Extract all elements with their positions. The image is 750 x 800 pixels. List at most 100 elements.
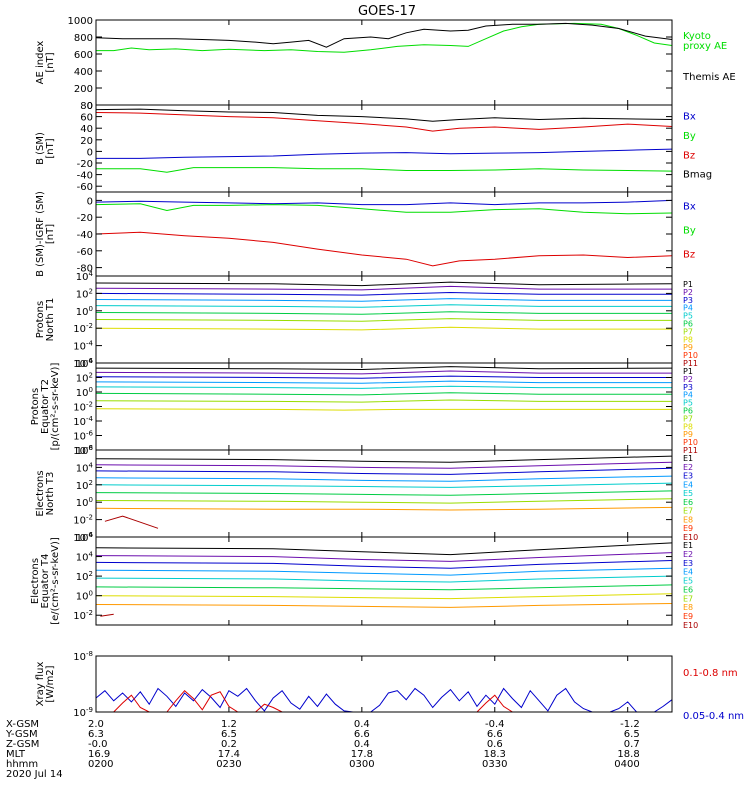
x-row-value: 0400 bbox=[614, 759, 639, 770]
x-row-value: -1.2 bbox=[620, 719, 640, 730]
legend-label: P1 bbox=[683, 280, 693, 289]
x-row-value: -0.4 bbox=[485, 719, 505, 730]
series-line-4 bbox=[96, 567, 672, 576]
legend-label: Bx bbox=[683, 112, 696, 123]
y-tick-label: -20 bbox=[77, 159, 93, 170]
legend-label: E10 bbox=[683, 621, 698, 630]
series-line-3 bbox=[96, 467, 672, 475]
legend-label: P8 bbox=[683, 422, 693, 431]
y-tick-label: 10-2 bbox=[73, 609, 93, 622]
y-tick-label: 102 bbox=[76, 372, 93, 385]
series-line-3 bbox=[96, 375, 672, 379]
series-line-2 bbox=[96, 461, 672, 469]
panel-frame bbox=[95, 362, 673, 451]
legend-label: P5 bbox=[683, 312, 693, 321]
series-line-3 bbox=[96, 560, 672, 569]
legend-label: E10 bbox=[683, 533, 698, 542]
y-tick-label: 20 bbox=[80, 136, 93, 147]
series-line-4 bbox=[96, 167, 672, 173]
series-line-2 bbox=[96, 370, 672, 375]
legend-label: P6 bbox=[683, 320, 693, 329]
legend-label: P7 bbox=[683, 414, 693, 423]
y-axis-label: North T3 bbox=[45, 472, 56, 516]
series-line-4 bbox=[96, 298, 672, 302]
legend-label: E7 bbox=[683, 507, 693, 516]
y-tick-label: 10-9 bbox=[73, 706, 93, 719]
series-line-7 bbox=[96, 498, 672, 504]
series-line-6 bbox=[96, 392, 672, 396]
legend-label: E3 bbox=[683, 559, 693, 568]
legend-label: P5 bbox=[683, 399, 693, 408]
y-axis-label: [p/(cm²-s-sr-keV)] bbox=[50, 363, 61, 451]
y-tick-label: 10-4 bbox=[73, 531, 93, 544]
y-axis-label: Electrons bbox=[30, 558, 41, 604]
series-line-2 bbox=[96, 203, 672, 215]
y-tick-label: 104 bbox=[76, 357, 94, 370]
panel-7: 106 104 102 100 10-2 Electrons Equator T4 [e/(c… bbox=[30, 531, 698, 630]
x-row-label: X-GSM bbox=[6, 719, 39, 730]
panel-8: 10-8 10-9 Xray flux [W/m2] 0.1-0.8 nm 0.05-0.… bbox=[35, 650, 744, 722]
legend-label: P11 bbox=[683, 359, 698, 368]
series-line-2 bbox=[113, 689, 513, 712]
y-axis-label: B (SM)-IGRF (SM) bbox=[35, 191, 46, 277]
y-tick-label: 40 bbox=[80, 124, 93, 135]
series-line-3 bbox=[96, 148, 672, 159]
y-tick-label: 10-8 bbox=[73, 650, 93, 663]
legend-label: proxy AE bbox=[683, 41, 727, 52]
y-tick-label: -40 bbox=[77, 171, 93, 182]
y-tick-label: 0 bbox=[87, 196, 93, 207]
y-tick-label: -20 bbox=[77, 213, 93, 224]
legend-label: 0.05-0.4 nm bbox=[683, 711, 744, 722]
series-line-6 bbox=[96, 490, 672, 496]
legend-label: E4 bbox=[683, 480, 693, 489]
y-tick-label: 10-8 bbox=[73, 444, 93, 457]
legend-label: P6 bbox=[683, 407, 693, 416]
y-axis-label: B (SM) bbox=[35, 132, 46, 165]
legend-label: P4 bbox=[683, 391, 693, 400]
legend-label: Bz bbox=[683, 249, 695, 260]
legend-label: P4 bbox=[683, 304, 693, 313]
legend-label: E2 bbox=[683, 550, 693, 559]
series-line-3 bbox=[96, 291, 672, 296]
x-axis-table: X-GSM 2.0 1.2 0.4 -0.4 -1.2 Y-GSM 6.3 6.5 6.6 6.6 6… bbox=[5, 719, 640, 780]
y-axis-label: Equator T4 bbox=[40, 554, 51, 609]
legend-label: 0.1-0.8 nm bbox=[683, 668, 738, 679]
panel-frame bbox=[95, 536, 673, 626]
date-label: 2020 Jul 14 bbox=[6, 769, 63, 780]
x-row-value: 2.0 bbox=[88, 719, 104, 730]
y-tick-label: -40 bbox=[77, 230, 93, 241]
legend-label: E8 bbox=[683, 515, 693, 524]
y-tick-label: 10-4 bbox=[73, 415, 93, 428]
legend-label: E7 bbox=[683, 594, 693, 603]
y-tick-label: 800 bbox=[74, 33, 93, 44]
series-line-1 bbox=[96, 281, 672, 287]
legend-label: E8 bbox=[683, 603, 693, 612]
x-row-value: 0.4 bbox=[354, 739, 370, 750]
legend-label: P10 bbox=[683, 351, 698, 360]
series-line-9 bbox=[100, 613, 114, 617]
y-axis-label: [W/m2] bbox=[45, 665, 56, 702]
legend-label: E5 bbox=[683, 577, 693, 586]
y-tick-label: 106 bbox=[76, 444, 94, 457]
series-line-1 bbox=[96, 687, 672, 712]
series-line-9 bbox=[104, 515, 159, 529]
panel-frame bbox=[95, 19, 673, 106]
y-axis-label: AE index bbox=[35, 41, 46, 85]
y-axis-label: [nT] bbox=[45, 138, 56, 158]
panel-1: 0 200 400 600 800 1000 AE index [nT] Kyotoproxy … bbox=[35, 16, 736, 112]
series-line-7 bbox=[96, 399, 672, 403]
series-line-2 bbox=[96, 112, 672, 132]
x-row-value: 18.8 bbox=[617, 749, 639, 760]
series-line-5 bbox=[96, 575, 672, 583]
y-tick-label: 10-6 bbox=[73, 430, 93, 443]
x-row-value: 6.5 bbox=[624, 729, 640, 740]
y-tick-label: 10-2 bbox=[73, 322, 93, 335]
legend-label: E1 bbox=[683, 454, 693, 463]
y-axis-label: Electrons bbox=[35, 470, 46, 516]
y-tick-label: 106 bbox=[76, 531, 94, 544]
series-line-6 bbox=[96, 311, 672, 315]
y-tick-label: 80 bbox=[80, 101, 93, 112]
series-line-5 bbox=[96, 482, 672, 488]
